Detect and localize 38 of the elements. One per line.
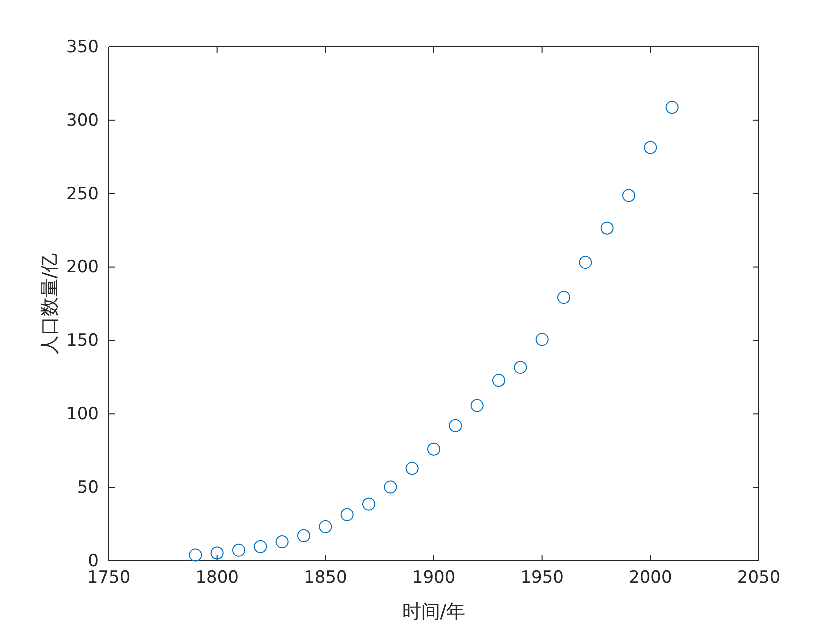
point — [600, 222, 614, 235]
point — [210, 546, 224, 560]
point — [492, 374, 506, 388]
x-tick-label: 1850 — [304, 568, 348, 588]
point — [362, 498, 376, 511]
point — [340, 508, 354, 522]
x-axis-title: 时间/年 — [402, 601, 466, 623]
y-tick-label: 350 — [66, 37, 99, 58]
point — [384, 480, 398, 494]
point — [579, 256, 592, 270]
y-tick-label: 250 — [66, 184, 99, 204]
point — [514, 361, 528, 374]
point — [298, 529, 310, 542]
point — [449, 419, 462, 432]
x-tick-label: 2050 — [737, 568, 781, 588]
point — [276, 536, 289, 549]
point — [622, 189, 636, 202]
y-tick-label: 100 — [66, 404, 99, 425]
y-tick-label: 200 — [66, 258, 99, 278]
point — [558, 291, 570, 304]
point — [666, 101, 679, 114]
point — [536, 333, 549, 346]
point — [470, 399, 484, 412]
x-tick-label: 1800 — [196, 568, 239, 588]
point — [428, 442, 440, 456]
y-tick-label: 50 — [77, 478, 99, 498]
x-tick-label: 2000 — [629, 568, 672, 588]
point — [254, 540, 268, 554]
y-tick-label: 150 — [66, 331, 99, 352]
point — [644, 141, 658, 154]
point — [189, 548, 202, 562]
y-tick-label: 300 — [66, 110, 99, 131]
point — [406, 462, 419, 476]
point — [319, 520, 332, 534]
x-tick-label: 1950 — [520, 568, 564, 588]
point — [232, 544, 246, 557]
y-axis-title: 人口数量/亿 — [39, 253, 61, 355]
x-tick-label: 1900 — [412, 568, 456, 588]
